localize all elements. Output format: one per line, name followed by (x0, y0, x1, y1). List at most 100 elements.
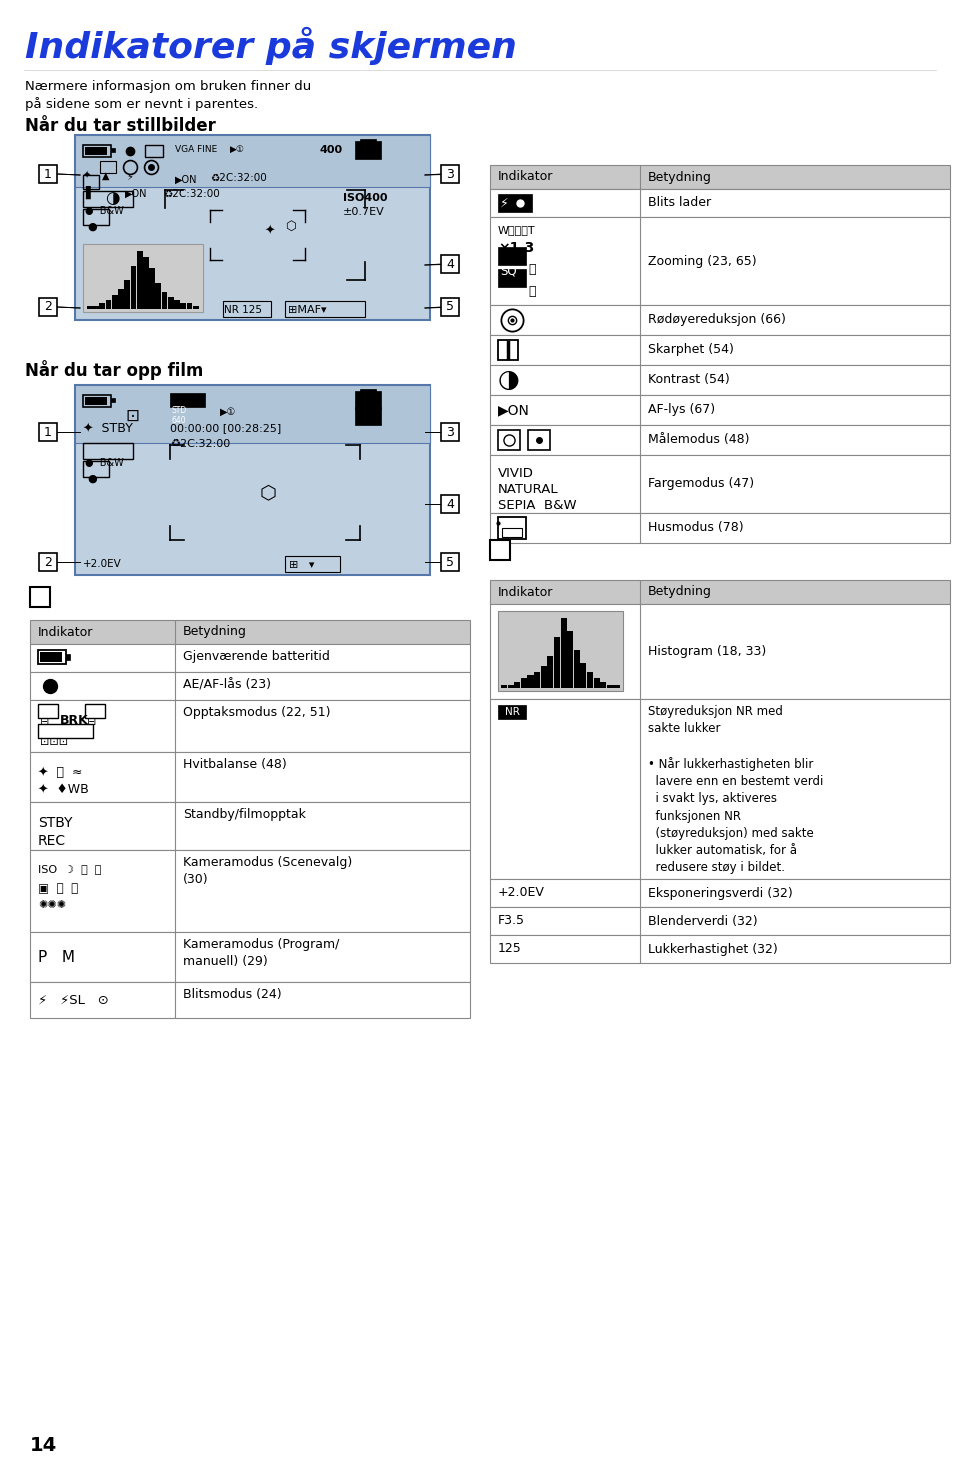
Text: Husmodus (78): Husmodus (78) (648, 522, 744, 534)
Text: ⊟: ⊟ (87, 717, 96, 727)
Bar (75, 136, 430, 187)
Text: Skarphet (54): Skarphet (54) (648, 344, 733, 357)
Text: på sidene som er nevnt i parentes.: på sidene som er nevnt i parentes. (25, 97, 258, 111)
Bar (528, 431, 550, 450)
Bar (100, 161, 116, 173)
Bar (40, 652, 62, 662)
Bar (613, 684, 619, 687)
Text: P   M: P M (38, 950, 75, 965)
Bar (581, 662, 587, 687)
Text: ✺✺✺: ✺✺✺ (38, 900, 66, 910)
Bar (490, 217, 950, 305)
Bar (355, 407, 381, 425)
Text: Blitsmodus (24): Blitsmodus (24) (183, 988, 281, 1002)
Text: Indikator: Indikator (498, 586, 553, 599)
Text: ▶ON: ▶ON (125, 189, 148, 199)
Text: ●: ● (87, 223, 97, 232)
Text: 🔍: 🔍 (528, 263, 536, 276)
Bar (502, 528, 522, 537)
Text: Hvitbalanse (48): Hvitbalanse (48) (183, 758, 287, 771)
Text: ⊞   ▾: ⊞ ▾ (289, 560, 315, 569)
Text: Rødøyereduksjon (66): Rødøyereduksjon (66) (648, 314, 786, 326)
Text: 400: 400 (320, 145, 343, 155)
Bar (39, 423, 57, 441)
Text: ⊞MAF▾: ⊞MAF▾ (288, 305, 326, 316)
Text: Nærmere informasjon om bruken finner du: Nærmere informasjon om bruken finner du (25, 80, 311, 93)
Bar (30, 587, 50, 608)
Bar (285, 556, 340, 572)
Text: 1: 1 (44, 425, 52, 438)
Text: 4: 4 (446, 258, 454, 270)
Text: ⬡: ⬡ (285, 220, 296, 233)
Bar (607, 684, 612, 687)
Text: 4: 4 (446, 497, 454, 510)
Bar (30, 645, 470, 673)
Bar (587, 673, 593, 687)
Bar (30, 752, 470, 802)
Bar (39, 553, 57, 571)
Text: Indikator: Indikator (498, 171, 553, 183)
Text: Kameramodus (Scenevalg)
(30): Kameramodus (Scenevalg) (30) (183, 855, 352, 886)
Text: Når du tar opp film: Når du tar opp film (25, 360, 204, 381)
Text: AE/AF-lås (23): AE/AF-lås (23) (183, 678, 271, 690)
Bar (490, 425, 950, 454)
Text: Opptaksmodus (22, 51): Opptaksmodus (22, 51) (183, 707, 330, 718)
Text: ⚡   ⚡SL   ⊙: ⚡ ⚡SL ⊙ (38, 994, 108, 1006)
Bar (490, 603, 950, 699)
Bar (39, 165, 57, 183)
Bar (441, 298, 459, 316)
Bar (441, 423, 459, 441)
Bar (30, 932, 470, 982)
Text: 1: 1 (36, 590, 45, 603)
Bar (521, 678, 527, 687)
Bar (534, 673, 540, 687)
Text: 1: 1 (44, 168, 52, 180)
Bar (186, 304, 192, 308)
Text: 5: 5 (446, 556, 454, 568)
Text: +2.0EV  F3.5: +2.0EV F3.5 (83, 304, 151, 314)
Text: Histogram (18, 33): Histogram (18, 33) (648, 645, 766, 658)
Bar (355, 142, 381, 159)
Text: ±0.7EV: ±0.7EV (343, 207, 385, 217)
Text: 2: 2 (44, 556, 52, 568)
Bar (174, 301, 180, 308)
Text: ♻2C:32:00: ♻2C:32:00 (163, 189, 220, 199)
Bar (498, 268, 526, 288)
Bar (600, 681, 607, 687)
Text: ✦  STBY: ✦ STBY (83, 423, 132, 437)
Text: ⬡: ⬡ (260, 482, 277, 502)
Bar (75, 385, 430, 442)
Text: 00:00:00 [00:28:25]: 00:00:00 [00:28:25] (170, 423, 281, 434)
Text: SQ: SQ (500, 264, 516, 277)
Text: ▲: ▲ (102, 171, 109, 181)
Bar (83, 462, 109, 476)
Text: NR 125: NR 125 (224, 305, 262, 316)
Bar (143, 257, 149, 308)
Bar (112, 295, 118, 308)
Text: ⊟: ⊟ (40, 717, 49, 727)
Bar (83, 442, 133, 459)
Text: ✦  ♦WB: ✦ ♦WB (38, 785, 88, 796)
Bar (360, 406, 376, 412)
Text: ▶①: ▶① (230, 145, 245, 153)
Bar (136, 251, 142, 308)
Text: SEPIA  B&W: SEPIA B&W (498, 499, 577, 512)
Text: ▣  🌴  🐟: ▣ 🌴 🐟 (38, 882, 78, 895)
Bar (490, 540, 510, 560)
Bar (83, 395, 111, 407)
Bar (490, 364, 950, 395)
Text: Gjenværende batteritid: Gjenværende batteritid (183, 650, 330, 662)
Text: 125: 125 (498, 943, 521, 956)
Text: Standby/filmopptak: Standby/filmopptak (183, 808, 306, 822)
Bar (75, 136, 430, 320)
Text: ♻2C:32:00: ♻2C:32:00 (210, 173, 267, 183)
Bar (498, 341, 518, 360)
Bar (490, 907, 950, 935)
Text: 🔍: 🔍 (528, 285, 536, 298)
Text: Betydning: Betydning (183, 625, 247, 639)
Bar (30, 850, 470, 932)
Bar (30, 620, 470, 645)
Bar (193, 307, 199, 308)
Bar (441, 165, 459, 183)
Text: ◑: ◑ (105, 189, 119, 207)
